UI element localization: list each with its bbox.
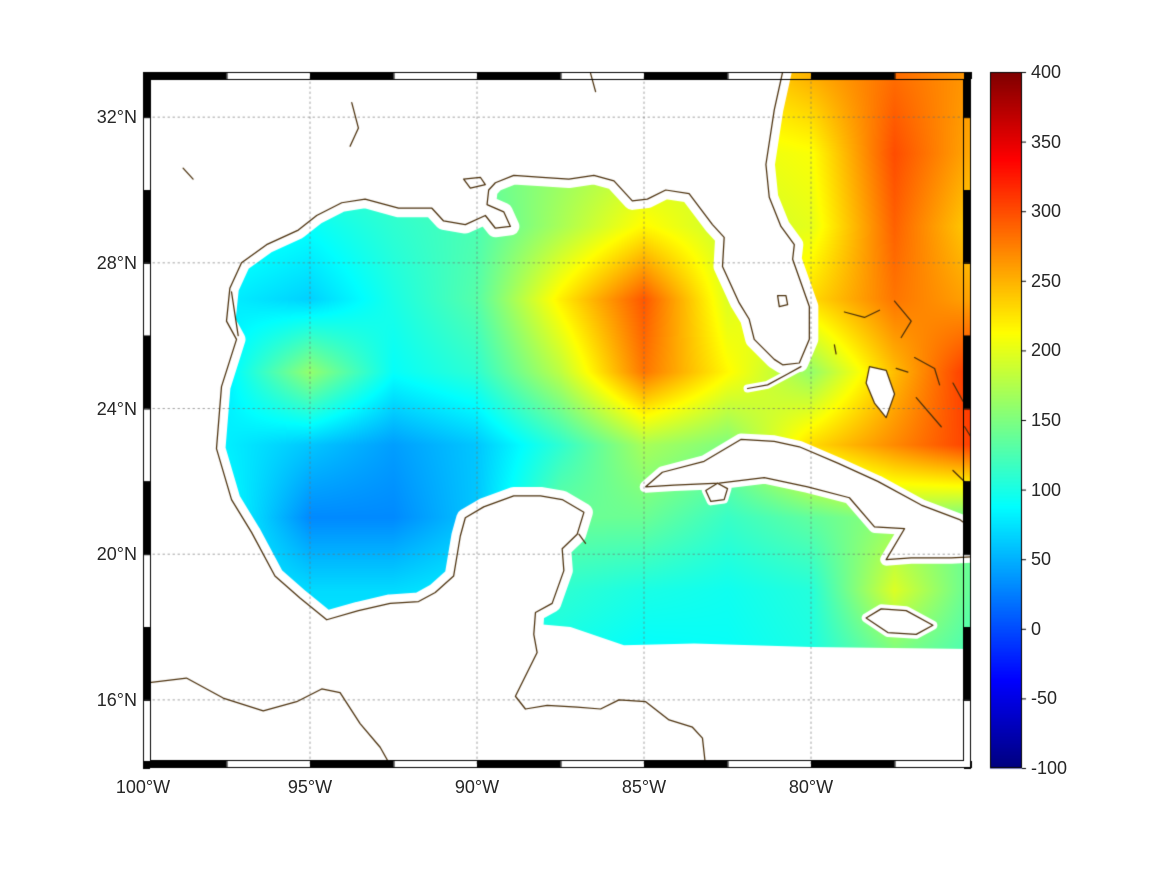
colorbar-tick-label-100: 100	[1031, 479, 1062, 500]
y-tick-label-20: 20°N	[96, 544, 137, 565]
colorbar-tick-label-150: 150	[1031, 410, 1062, 430]
colorbar-tick-label-300: 300	[1031, 201, 1062, 222]
y-tick-label-24: 24°N	[96, 398, 137, 419]
colorbar-tick-label-350: 350	[1031, 131, 1062, 152]
x-tick-label-80: 80°W	[788, 777, 834, 797]
x-tick-label-100: 100°W	[115, 777, 171, 797]
colorbar-tick-label--100: -100	[1031, 758, 1068, 778]
y-tick-label-28: 28°N	[96, 252, 137, 273]
colorbar-tick-label--50: -50	[1031, 688, 1058, 709]
colorbar-tick-label-400: 400	[1031, 62, 1062, 82]
colorbar-tick-label-200: 200	[1031, 340, 1062, 361]
x-tick-label-90: 90°W	[454, 777, 500, 797]
colorbar-tick-label-50: 50	[1031, 549, 1052, 570]
map-plot-area	[143, 72, 971, 768]
colorbar-tick-label-0: 0	[1031, 618, 1042, 639]
colorbar	[990, 72, 1022, 768]
colorbar-tick-label-250: 250	[1031, 270, 1062, 291]
x-tick-label-95: 95°W	[287, 777, 333, 797]
y-tick-label-16: 16°N	[96, 689, 137, 710]
y-tick-label-32: 32°N	[96, 107, 137, 128]
x-tick-label-85: 85°W	[621, 777, 667, 797]
